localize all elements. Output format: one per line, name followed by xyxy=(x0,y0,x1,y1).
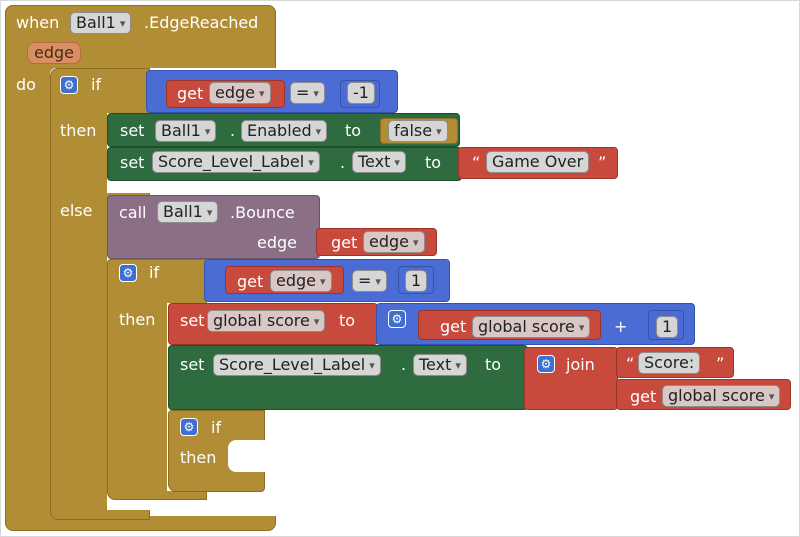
if2-if-label: if xyxy=(149,263,160,282)
operator-dropdown[interactable]: = ▾ xyxy=(352,270,387,292)
quote-close: ” xyxy=(716,354,725,373)
component-dropdown-ball1[interactable]: Ball1 ▾ xyxy=(155,120,217,142)
number-field-neg1[interactable]: -1 xyxy=(347,82,375,104)
chevron-down-icon: ▾ xyxy=(206,206,213,219)
quote-close: ” xyxy=(598,153,607,172)
set-label: set xyxy=(180,355,205,374)
call-label: call xyxy=(119,203,147,222)
dot-label: . xyxy=(340,153,346,172)
chevron-down-icon: ▾ xyxy=(369,359,375,372)
quote-open: “ xyxy=(472,153,481,172)
chevron-down-icon: ▾ xyxy=(308,156,314,169)
if3-then-slot xyxy=(228,440,265,472)
chevron-down-icon: ▾ xyxy=(313,87,319,100)
property-dropdown-enabled[interactable]: Enabled ▾ xyxy=(241,120,328,142)
component-dropdown-ball1[interactable]: Ball1 ▾ xyxy=(70,12,132,34)
if2-then-label: then xyxy=(119,310,156,329)
text-field-game-over[interactable]: Game Over xyxy=(486,151,590,173)
chevron-down-icon: ▾ xyxy=(578,321,585,334)
to-label: to xyxy=(425,153,442,172)
number-field-1[interactable]: 1 xyxy=(405,270,428,292)
if1-else-label: else xyxy=(60,201,93,220)
var-dropdown-global-score[interactable]: global score ▾ xyxy=(662,385,781,407)
operator-dropdown[interactable]: = ▾ xyxy=(290,82,325,104)
gear-icon[interactable]: ⚙ xyxy=(388,310,406,328)
chevron-down-icon: ▾ xyxy=(119,17,126,30)
method-label: .Bounce xyxy=(230,203,295,222)
var-dropdown-edge[interactable]: edge ▾ xyxy=(363,231,425,253)
chevron-down-icon: ▾ xyxy=(455,359,461,372)
component-dropdown-score-label[interactable]: Score_Level_Label ▾ xyxy=(152,151,320,173)
to-label: to xyxy=(485,355,502,374)
gear-icon[interactable]: ⚙ xyxy=(180,418,198,436)
set-label: set xyxy=(180,311,205,330)
plus-label: + xyxy=(614,317,628,336)
get-label: get xyxy=(177,84,204,103)
event-name-label: .EdgeReached xyxy=(144,13,259,32)
gear-icon[interactable]: ⚙ xyxy=(537,355,555,373)
var-dropdown-edge[interactable]: edge ▾ xyxy=(270,270,332,292)
chevron-down-icon: ▾ xyxy=(259,87,265,100)
event-param-edge[interactable]: edge xyxy=(27,42,81,64)
join-label: join xyxy=(566,355,595,374)
chevron-down-icon: ▾ xyxy=(413,236,419,249)
chevron-down-icon: ▾ xyxy=(436,125,442,138)
dot-label: . xyxy=(401,355,407,374)
if3-if-label: if xyxy=(211,418,222,437)
chevron-down-icon: ▾ xyxy=(768,390,775,403)
chevron-down-icon: ▾ xyxy=(320,275,326,288)
set-label: set xyxy=(120,121,145,140)
gear-icon[interactable]: ⚙ xyxy=(119,264,137,282)
component-dropdown-score-label[interactable]: Score_Level_Label ▾ xyxy=(213,354,381,376)
if1-if-label: if xyxy=(91,75,102,94)
chevron-down-icon: ▾ xyxy=(204,125,211,138)
chevron-down-icon: ▾ xyxy=(394,156,400,169)
property-dropdown-text[interactable]: Text ▾ xyxy=(413,354,467,376)
dot-label: . xyxy=(230,121,236,140)
boolean-dropdown-false[interactable]: false ▾ xyxy=(388,120,448,142)
to-label: to xyxy=(345,121,362,140)
to-label: to xyxy=(339,311,356,330)
gear-icon[interactable]: ⚙ xyxy=(60,76,78,94)
var-dropdown-global-score[interactable]: global score ▾ xyxy=(472,316,591,338)
text-field-score[interactable]: Score: xyxy=(638,352,701,374)
chevron-down-icon: ▾ xyxy=(375,275,381,288)
do-label: do xyxy=(16,75,36,94)
number-field-1b[interactable]: 1 xyxy=(656,316,679,338)
chevron-down-icon: ▾ xyxy=(315,125,322,138)
property-dropdown-text[interactable]: Text ▾ xyxy=(352,151,406,173)
set-label: set xyxy=(120,153,145,172)
var-dropdown-edge[interactable]: edge ▾ xyxy=(209,82,271,104)
quote-open: “ xyxy=(626,354,635,373)
get-label: get xyxy=(331,233,358,252)
get-label: get xyxy=(237,272,264,291)
if1-then-label: then xyxy=(60,121,97,140)
chevron-down-icon: ▾ xyxy=(313,315,320,328)
when-label: when xyxy=(16,13,60,32)
if3-then-label: then xyxy=(180,448,217,467)
get-label: get xyxy=(440,317,467,336)
arg-edge-label: edge xyxy=(257,233,297,252)
get-label: get xyxy=(630,387,657,406)
var-dropdown-global-score[interactable]: global score ▾ xyxy=(207,310,326,332)
component-dropdown-ball1[interactable]: Ball1 ▾ xyxy=(157,201,219,223)
